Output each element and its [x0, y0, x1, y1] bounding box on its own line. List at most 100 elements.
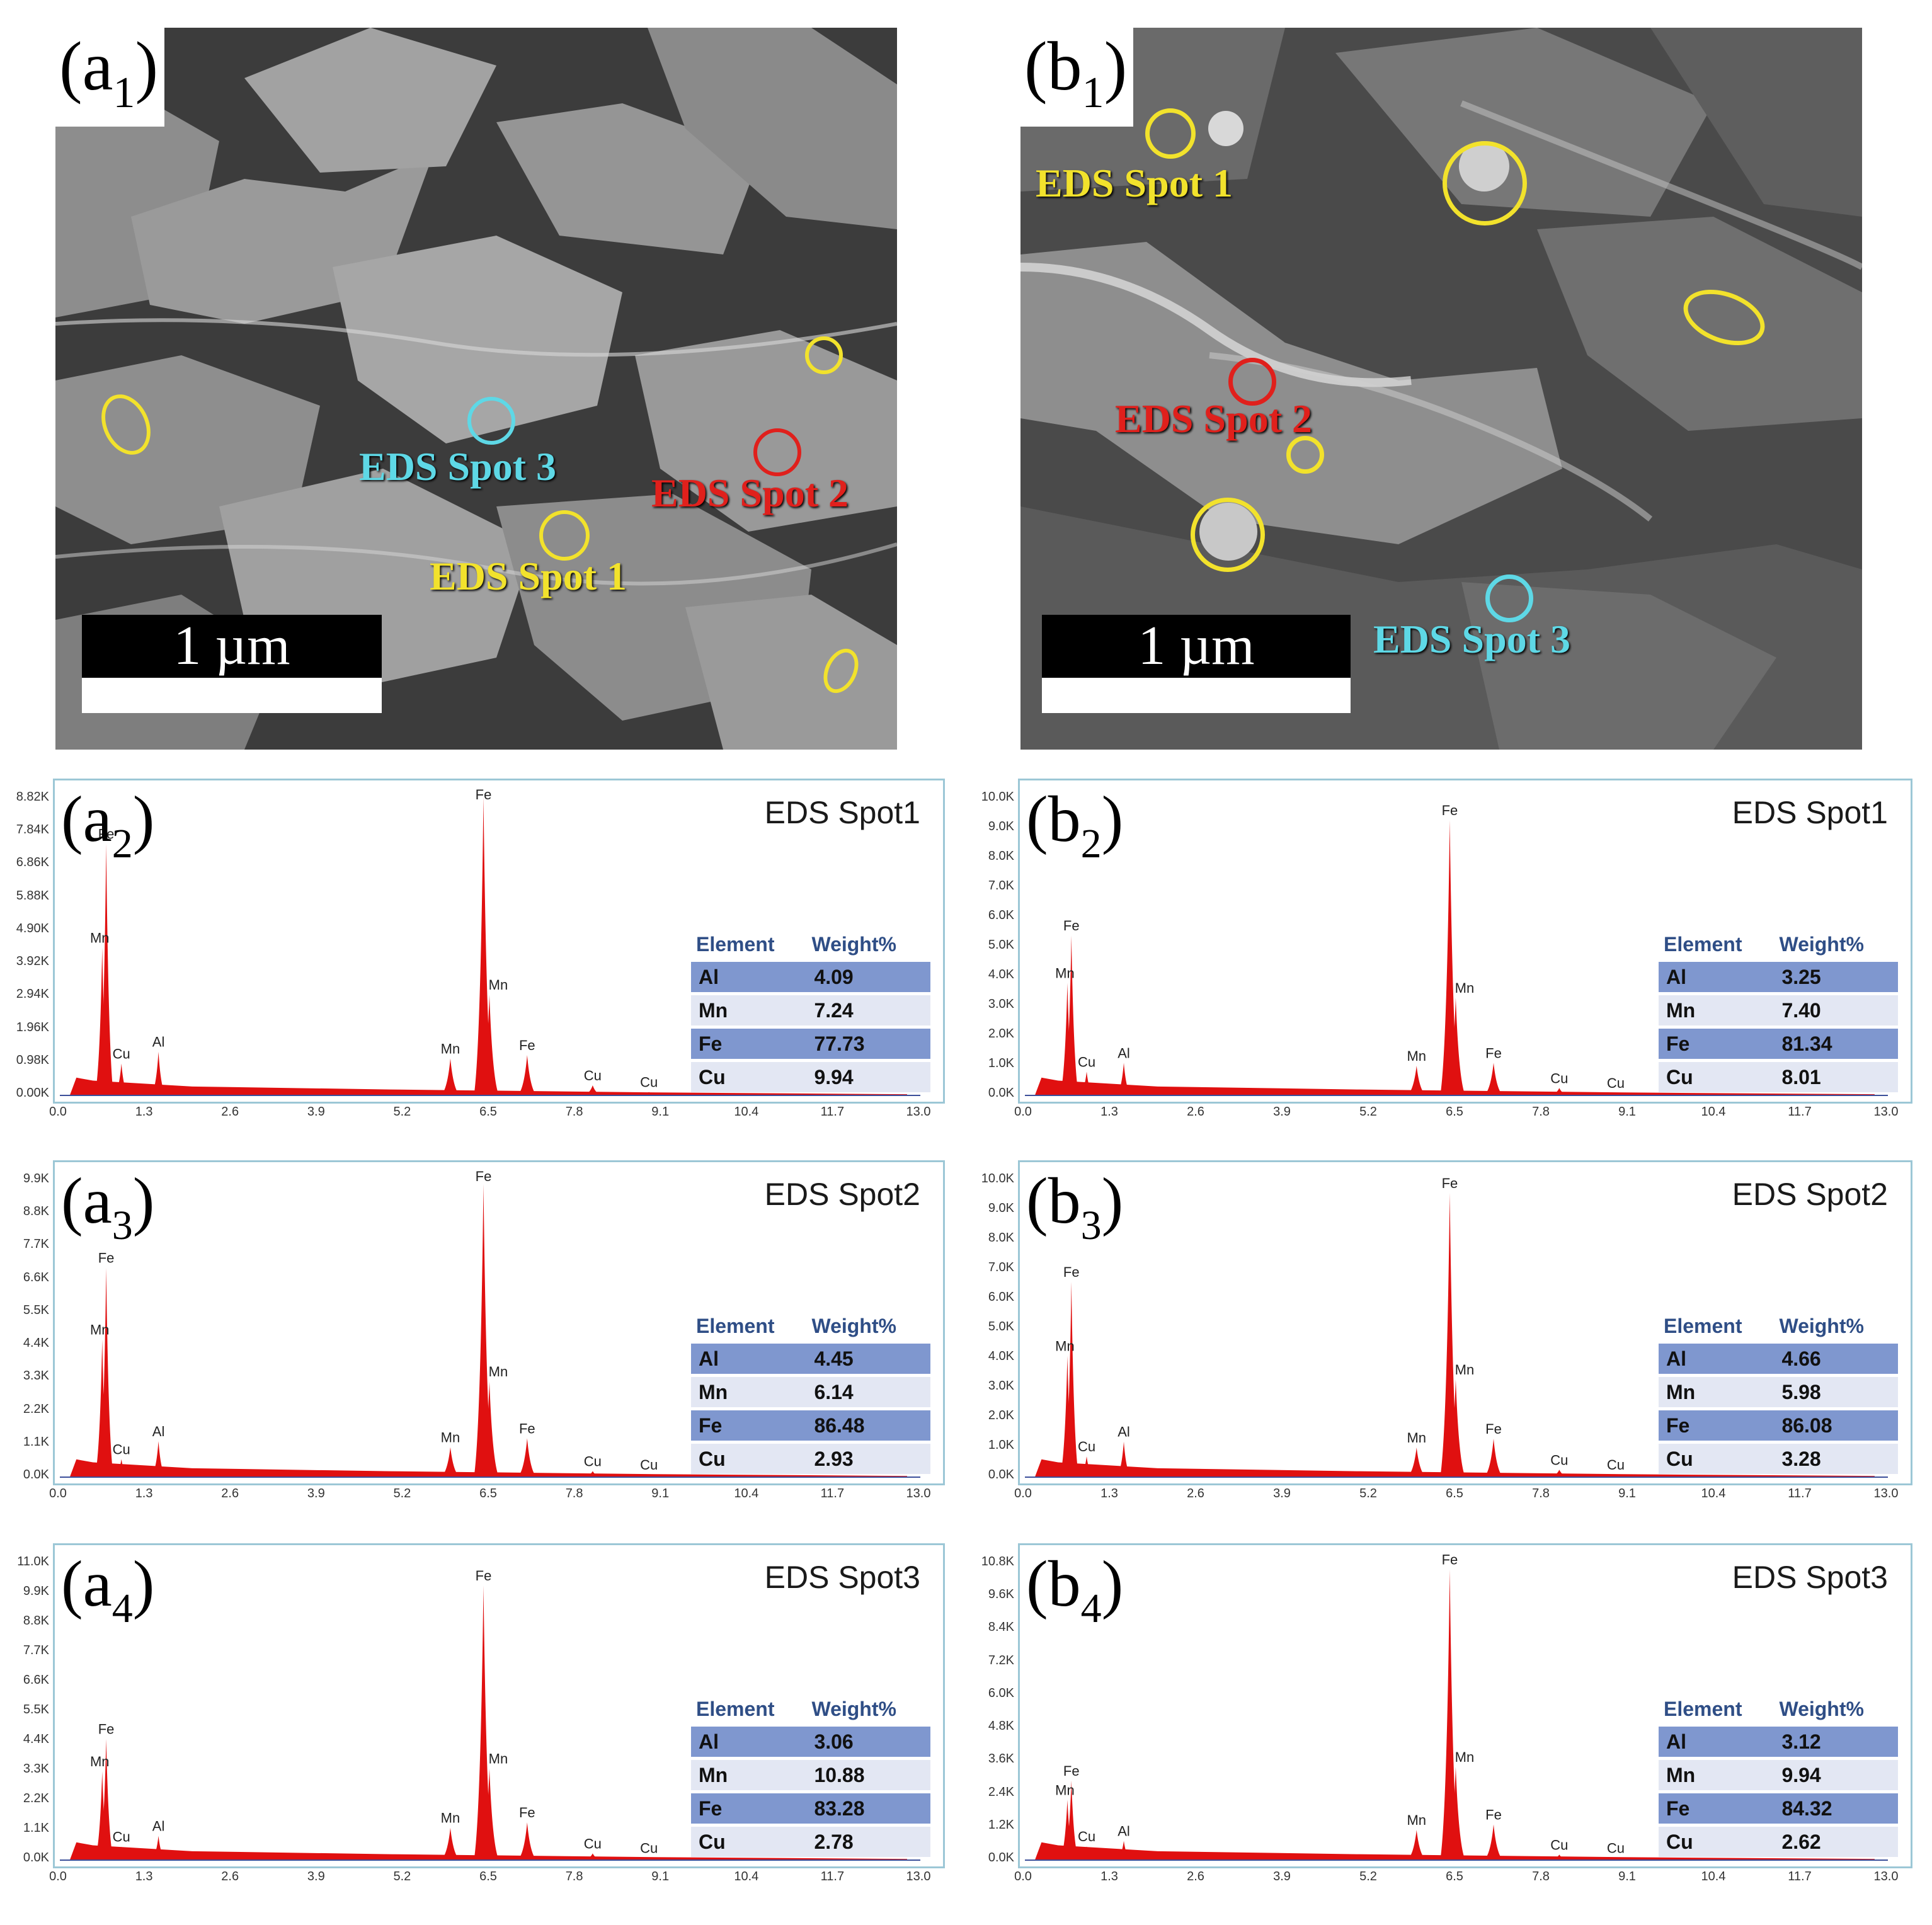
table-cell: Al: [1659, 962, 1775, 992]
table-cell: 8.01: [1774, 1062, 1898, 1092]
y-tick-label: 3.3K: [23, 1369, 49, 1383]
peak-label: Fe: [1063, 1763, 1080, 1779]
x-tick-label: 7.8: [1532, 1105, 1550, 1119]
y-tick-label: 9.9K: [23, 1584, 49, 1598]
peak-cu: [1550, 1854, 1569, 1860]
x-tick-label: 13.0: [1873, 1870, 1899, 1883]
x-tick-label: 5.2: [393, 1105, 411, 1119]
y-tick-label: 2.4K: [988, 1785, 1014, 1799]
y-tick-label: 6.86K: [16, 855, 49, 870]
peak-label: Mn: [441, 1041, 460, 1056]
table-cell: Mn: [1659, 995, 1775, 1025]
table-cell: 4.09: [806, 962, 930, 992]
x-tick-label: 11.7: [820, 1487, 845, 1500]
x-tick-label: 5.2: [1359, 1487, 1377, 1500]
table-row: Fe 86.48: [691, 1410, 930, 1441]
y-tick-label: 7.0K: [988, 879, 1014, 893]
table-cell: 86.48: [806, 1410, 930, 1441]
peak-label: Mn: [1055, 1338, 1075, 1354]
peak-label: Cu: [1550, 1452, 1568, 1468]
x-tick-label: 0.0: [1014, 1105, 1032, 1119]
peak-label: Mn: [1455, 980, 1475, 996]
table-row: Al 4.45: [691, 1344, 930, 1374]
peak-fe: [1440, 820, 1460, 1095]
peak-fe: [1063, 1281, 1079, 1477]
table-cell: 3.12: [1774, 1727, 1898, 1757]
x-tick-label: 9.1: [1618, 1870, 1636, 1883]
table-cell: Cu: [691, 1062, 807, 1092]
peak-label: Mn: [489, 1751, 508, 1767]
table-cell: Al: [691, 962, 807, 992]
x-tick-label: 10.4: [734, 1487, 759, 1500]
x-tick-label: 0.0: [49, 1105, 67, 1119]
peak-label: Mn: [1407, 1048, 1426, 1064]
marker-ring-cyan: [467, 397, 515, 445]
background-continuum: [69, 1459, 907, 1477]
spot-label-3: EDS Spot 3: [359, 444, 556, 489]
x-tick-label: 7.8: [565, 1487, 583, 1500]
table-cell: 3.06: [806, 1727, 930, 1757]
y-tick-label: 0.98K: [16, 1053, 49, 1067]
table-row: Fe 86.08: [1659, 1410, 1898, 1441]
peak-fe: [1483, 1438, 1504, 1477]
table-row: Mn 6.14: [691, 1377, 930, 1407]
scale-bar: [1042, 678, 1351, 713]
peak-label: Al: [1117, 1045, 1130, 1061]
x-tick-label: 1.3: [1100, 1487, 1118, 1500]
panel-label-b4: (b4): [1026, 1548, 1124, 1631]
x-tick-label: 13.0: [906, 1487, 931, 1500]
x-tick-label: 6.5: [1446, 1105, 1463, 1119]
table-cell: 9.94: [806, 1062, 930, 1092]
panel-label-b3: (b3): [1026, 1165, 1124, 1248]
table-header: Element: [1664, 1314, 1742, 1337]
y-tick-label: 11.0K: [17, 1555, 49, 1568]
peak-label: Fe: [519, 1420, 535, 1436]
y-tick-label: 5.5K: [23, 1303, 49, 1317]
y-tick-label: 1.1K: [23, 1434, 49, 1449]
table-row: Mn 9.94: [1659, 1760, 1898, 1790]
spectrum-title: EDS Spot3: [764, 1560, 920, 1595]
table-cell: 4.66: [1774, 1344, 1898, 1374]
table-header: Element: [1664, 1697, 1742, 1720]
peak-mn: [1446, 997, 1466, 1095]
marker-ring-red: [753, 428, 801, 476]
peak-mn: [94, 947, 110, 1095]
peak-fe: [474, 1585, 493, 1860]
scale-bar-label: 1 µm: [82, 615, 382, 678]
spectrum-title: EDS Spot3: [1732, 1560, 1888, 1595]
peak-label: Cu: [1078, 1439, 1095, 1454]
peak-label: Fe: [476, 1168, 492, 1184]
peak-label: Mn: [441, 1430, 460, 1446]
x-tick-label: 2.6: [1187, 1105, 1204, 1119]
table-header: Weight%: [811, 1697, 896, 1720]
table-row: Al 4.66: [1659, 1344, 1898, 1374]
x-tick-label: 6.5: [479, 1487, 497, 1500]
peak-label: Al: [1117, 1824, 1130, 1839]
y-tick-label: 2.94K: [16, 987, 49, 1002]
peak-label: Fe: [519, 1037, 535, 1053]
peak-mn: [1407, 1066, 1426, 1095]
table-cell: 86.08: [1774, 1410, 1898, 1441]
table-cell: 5.98: [1774, 1377, 1898, 1407]
table-cell: Mn: [691, 995, 807, 1025]
table-cell: 4.45: [806, 1344, 930, 1374]
background-continuum: [69, 1077, 907, 1095]
eds-spectrum-b3: Fe Mn Cu Al Mn Fe Mn Fe Cu Cu (b3) EDS Spot2 Element…: [1018, 1160, 1912, 1485]
table-cell: 2.62: [1774, 1827, 1898, 1857]
scale-bar-label: 1 µm: [1042, 615, 1351, 678]
marker-ring-yellow: [1443, 141, 1527, 226]
table-cell: 2.78: [806, 1827, 930, 1857]
table-row: Cu 2.78: [691, 1827, 930, 1857]
y-tick-label: 9.9K: [23, 1172, 49, 1185]
peak-cu: [1550, 1470, 1569, 1477]
x-tick-label: 7.8: [1532, 1870, 1550, 1883]
x-tick-label: 11.7: [1788, 1487, 1812, 1500]
x-tick-label: 13.0: [1873, 1487, 1899, 1500]
peak-label: Cu: [1078, 1054, 1095, 1070]
peak-label: Fe: [476, 1568, 492, 1584]
y-tick-label: 8.0K: [988, 1231, 1014, 1245]
weight-table: Element Weight% Al 3.25 Mn 7.40 Fe 81.34 Cu 8.01: [1659, 927, 1898, 1095]
